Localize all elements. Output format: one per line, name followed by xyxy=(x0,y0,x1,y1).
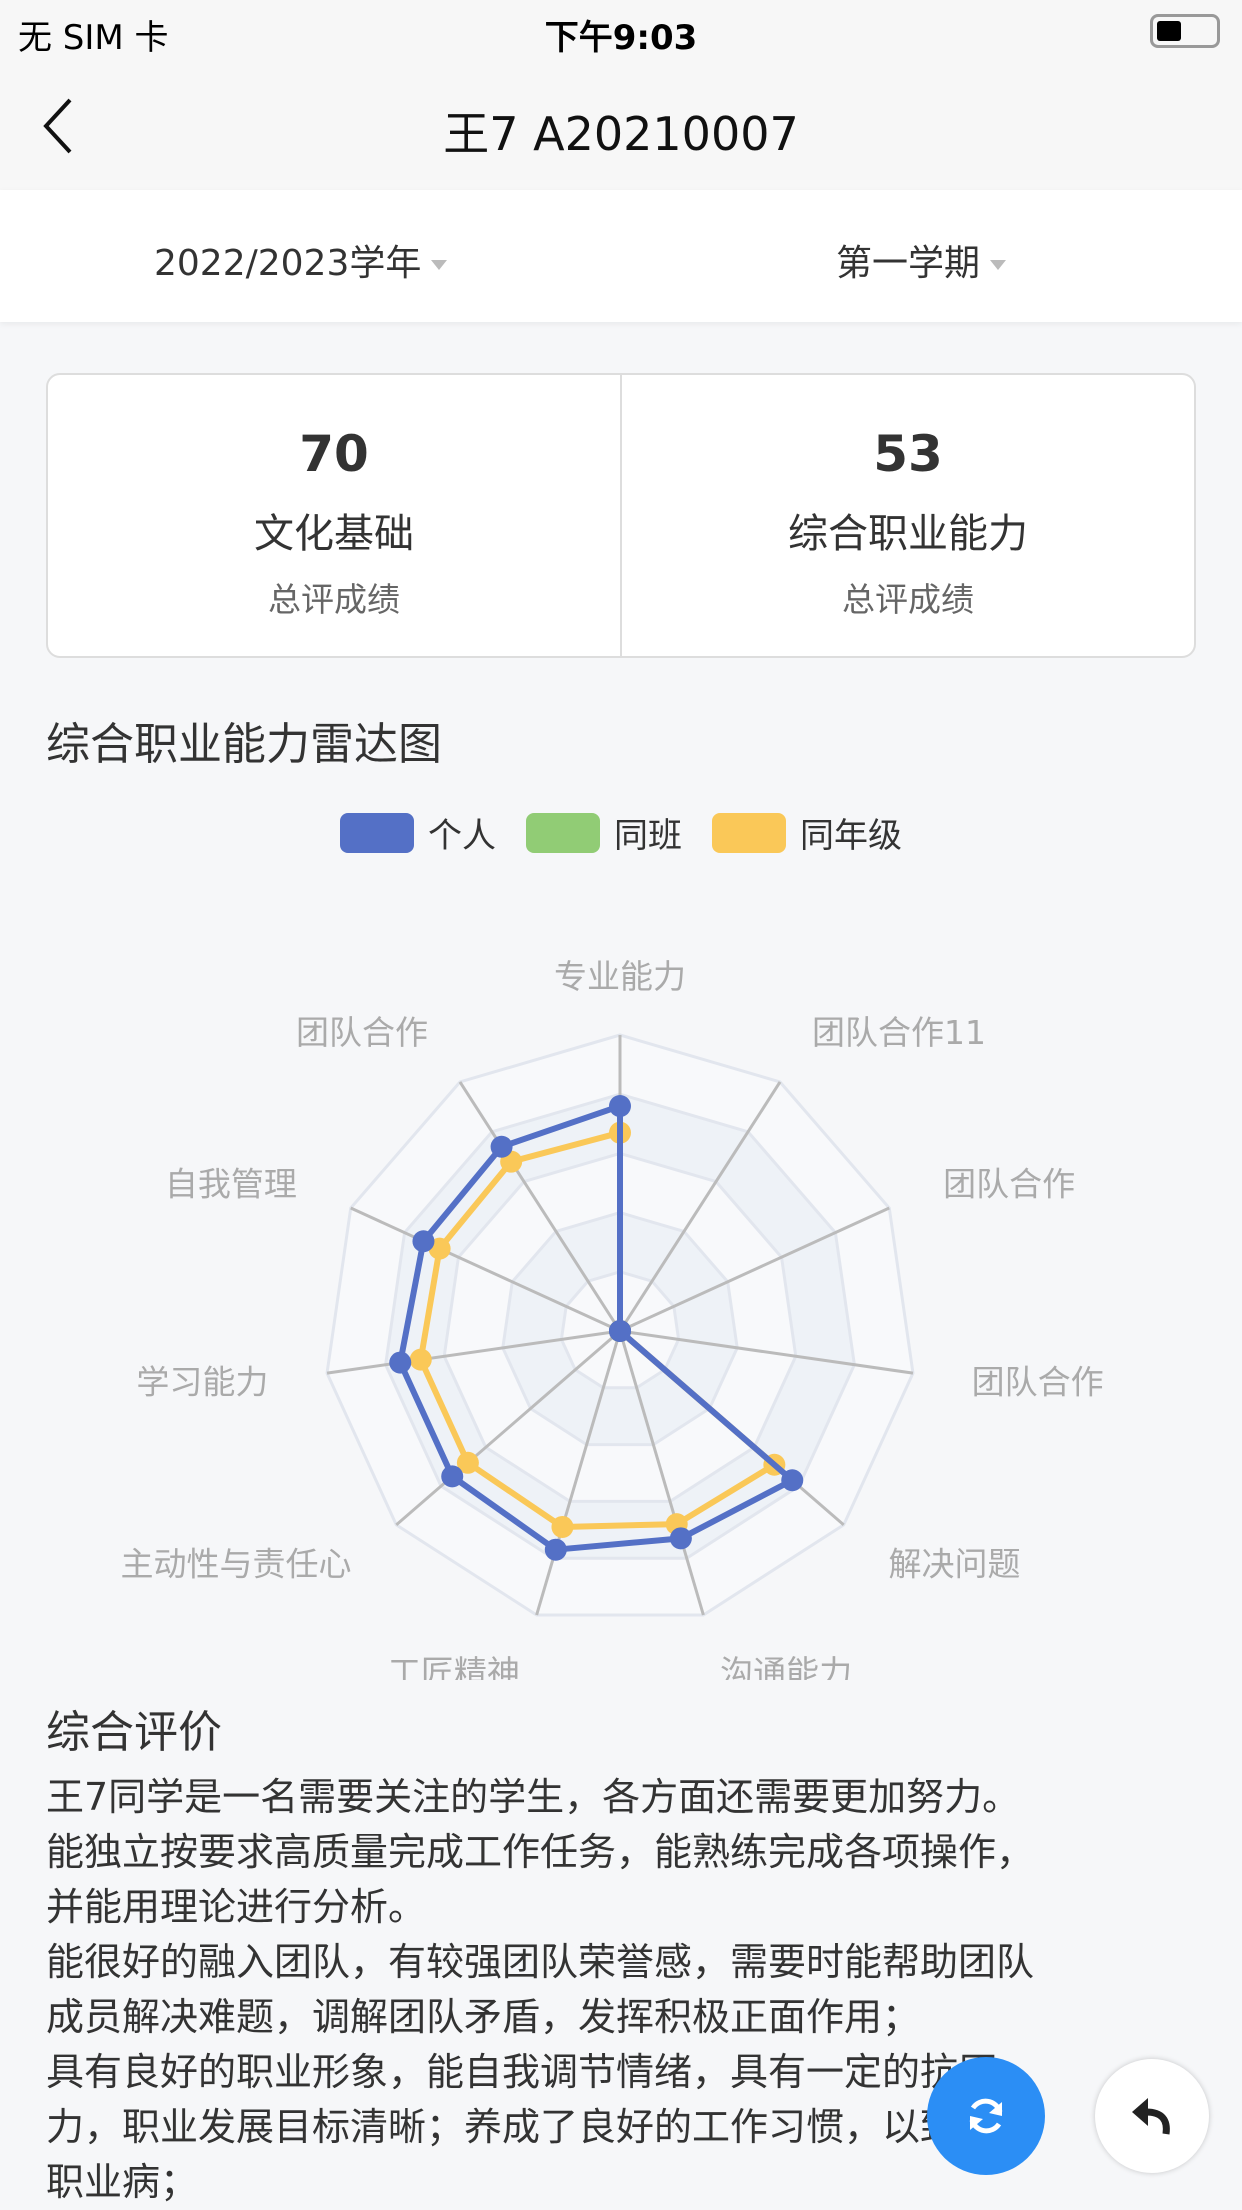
legend-label: 同班 xyxy=(614,816,682,856)
term-dropdown[interactable]: 第一学期 xyxy=(836,234,1007,286)
refresh-icon xyxy=(969,2098,1003,2134)
radar-title: 综合职业能力雷达图 xyxy=(46,719,442,770)
evaluation-text: 王7同学是一名需要关注的学生，各方面还需要更加努力。 能独立按要求高质量完成工作… xyxy=(46,1770,1206,2210)
radar-point xyxy=(456,1451,479,1474)
radar-indicator-label: 工匠精神 xyxy=(388,1653,520,1680)
legend-swatch xyxy=(340,812,414,853)
score-sub: 总评成绩 xyxy=(842,580,974,619)
score-value: 70 xyxy=(299,425,369,483)
radar-series-line xyxy=(397,1103,796,1553)
radar-indicator-label: 团队合作 xyxy=(972,1363,1104,1402)
radar-point xyxy=(490,1135,513,1158)
evaluation-line: 具有良好的职业形象，能自我调节情绪，具有一定的抗压 xyxy=(46,2050,997,2094)
year-value: 2022/2023学年 xyxy=(154,243,422,284)
radar-axis xyxy=(619,1206,890,1333)
radar-indicator-label: 自我管理 xyxy=(165,1164,297,1203)
evaluation-line: 王7同学是一名需要关注的学生，各方面还需要更加努力。 xyxy=(46,1775,1021,1819)
legend-label: 个人 xyxy=(428,816,496,856)
status-bar: 无 SIM 卡 下午9:03 xyxy=(0,0,1242,64)
radar-point xyxy=(669,1527,692,1550)
evaluation-line: 职业病； xyxy=(46,2160,199,2204)
radar-indicator-label: 团队合作 xyxy=(943,1164,1075,1203)
radar-indicator-label: 主动性与责任心 xyxy=(121,1545,352,1584)
evaluation-line: 成员解决难题，调解团队矛盾，发挥积极正面作用； xyxy=(46,1995,921,2039)
score-label: 文化基础 xyxy=(254,511,414,557)
radar-indicator-label: 解决问题 xyxy=(888,1545,1020,1584)
radar-axis xyxy=(618,1330,705,1616)
battery-icon xyxy=(1150,14,1220,48)
radar-indicator-label: 学习能力 xyxy=(136,1363,268,1402)
radar-point xyxy=(544,1538,567,1561)
evaluation-title: 综合评价 xyxy=(46,1707,222,1758)
chart-legend: 个人 同班 同年级 xyxy=(0,808,1242,857)
evaluation-line: 力，职业发展目标清晰；养成了良好的工作习惯，以致预防 xyxy=(46,2105,1035,2149)
reply-button[interactable] xyxy=(1095,2059,1209,2173)
radar-point xyxy=(441,1465,464,1488)
score-sub: 总评成绩 xyxy=(268,580,400,619)
legend-swatch xyxy=(712,812,786,853)
score-culture: 70 文化基础 总评成绩 xyxy=(48,375,620,656)
refresh-button[interactable] xyxy=(927,2057,1045,2175)
radar-axis xyxy=(458,1081,622,1332)
back-button[interactable] xyxy=(40,94,80,158)
radar-point xyxy=(389,1351,412,1374)
radar-chart: 专业能力团队合作11团队合作团队合作解决问题沟通能力工匠精神主动性与责任心学习能… xyxy=(121,957,1104,1680)
clock: 下午9:03 xyxy=(544,18,698,58)
radar-point xyxy=(609,1320,631,1342)
caret-down-icon xyxy=(431,260,448,270)
carrier: 无 SIM 卡 xyxy=(18,18,169,58)
reply-icon xyxy=(1132,2098,1170,2135)
chevron-left-icon xyxy=(43,98,72,154)
score-label: 综合职业能力 xyxy=(788,511,1028,557)
evaluation-line: 能很好的融入团队，有较强团队荣誉感，需要时能帮助团队 xyxy=(46,1940,1035,1984)
legend-item[interactable]: 同年级 xyxy=(712,808,902,857)
evaluation-line: 并能用理论进行分析。 xyxy=(46,1885,427,1929)
filter-bar: 2022/2023学年 第一学期 xyxy=(0,190,1242,322)
radar-point xyxy=(412,1230,435,1253)
radar-axis xyxy=(618,1081,782,1332)
legend-label: 同年级 xyxy=(800,816,902,856)
caret-down-icon xyxy=(990,260,1007,270)
radar-axis xyxy=(619,1329,914,1375)
radar-indicator-label: 沟通能力 xyxy=(720,1653,852,1680)
score-summary-card: 70 文化基础 总评成绩 53 综合职业能力 总评成绩 xyxy=(46,373,1196,658)
radar-indicator-label: 专业能力 xyxy=(554,957,686,996)
radar-point xyxy=(409,1348,432,1371)
evaluation-line: 能独立按要求高质量完成工作任务，能熟练完成各项操作， xyxy=(46,1830,1035,1874)
radar-axis xyxy=(326,1329,621,1375)
nav-bar: 王7 A20210007 xyxy=(0,64,1242,190)
radar-axis xyxy=(535,1330,622,1616)
year-dropdown[interactable]: 2022/2023学年 xyxy=(154,234,448,286)
legend-item[interactable]: 个人 xyxy=(340,808,496,857)
radar-point xyxy=(781,1469,804,1492)
legend-swatch xyxy=(526,812,600,853)
score-value: 53 xyxy=(873,425,943,483)
score-vocational: 53 综合职业能力 总评成绩 xyxy=(620,375,1194,656)
radar-indicator-label: 团队合作11 xyxy=(812,1013,986,1052)
term-value: 第一学期 xyxy=(836,243,981,284)
radar-point xyxy=(551,1515,574,1538)
legend-item[interactable]: 同班 xyxy=(526,808,682,857)
radar-axis xyxy=(350,1206,621,1333)
page-title: 王7 A20210007 xyxy=(443,107,799,161)
radar-axis xyxy=(395,1329,621,1526)
radar-indicator-label: 团队合作 xyxy=(296,1013,428,1052)
radar-point xyxy=(609,1095,631,1118)
